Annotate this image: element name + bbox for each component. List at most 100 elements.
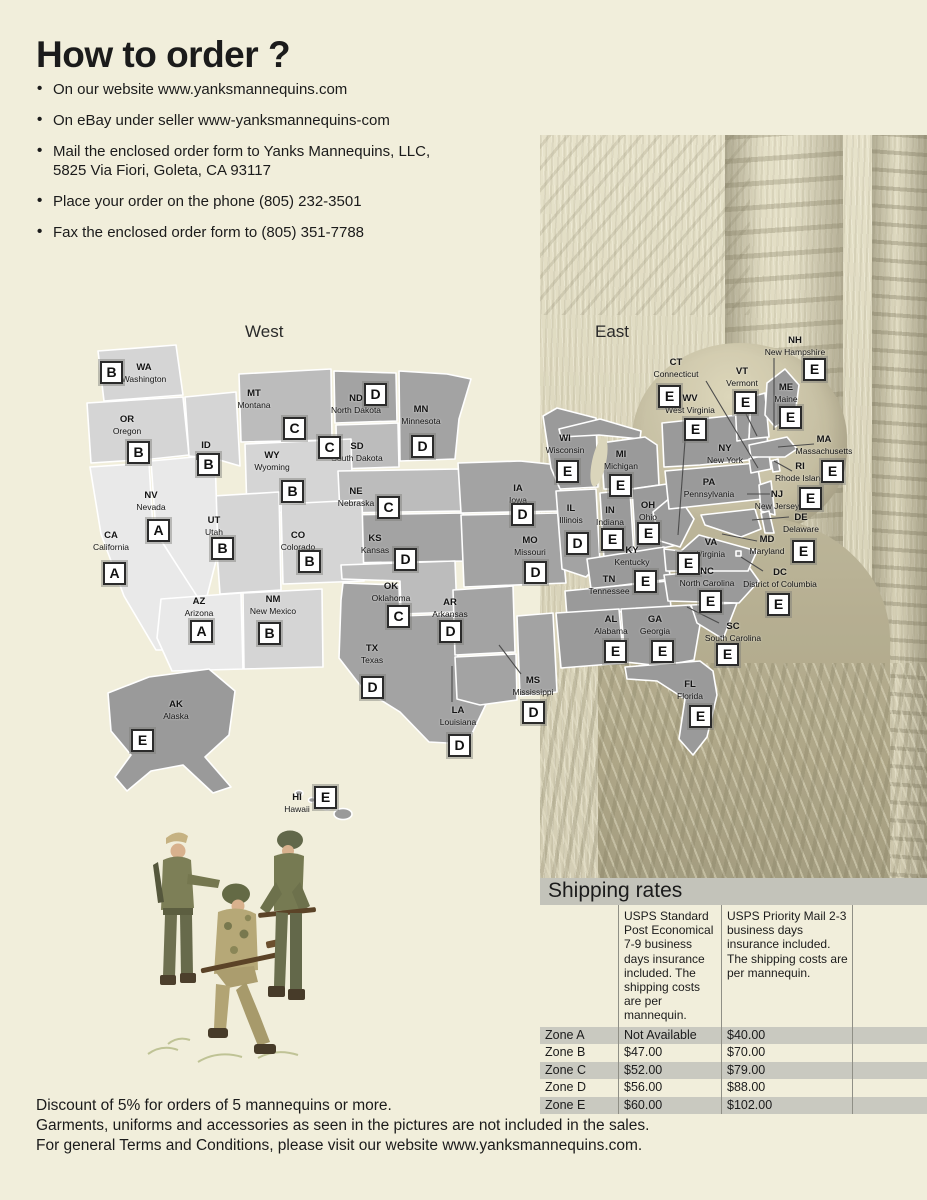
zone-badge-nh: E [803, 358, 826, 381]
zone-badge-ut: B [211, 537, 234, 560]
zone-badge-nj: E [799, 487, 822, 510]
state-label-wi: WI Wisconsin [546, 433, 585, 455]
footer-line: For general Terms and Conditions, please… [36, 1137, 643, 1154]
state-abbr: SC [726, 621, 740, 632]
state-abbr: NM [265, 594, 281, 605]
priority-rate-cell: $40.00 [721, 1026, 852, 1045]
state-name: Illinois [559, 515, 583, 525]
state-label-tn: TN Tennessee [588, 574, 629, 596]
shipping-rates-title: Shipping rates [540, 878, 927, 905]
state-abbr: AR [443, 597, 457, 608]
state-abbr: TX [365, 643, 379, 654]
state-label-hi: HI Hawaii [284, 792, 310, 814]
zone-badge-tn: E [634, 570, 657, 593]
soldier-standing-right [258, 830, 316, 1000]
shipping-rates-section: Shipping rates USPS Standard Post Econom… [540, 878, 927, 1115]
state-name: Michigan [603, 461, 639, 471]
zone-badge-vt: E [734, 391, 757, 414]
state-abbr: AL [604, 614, 618, 625]
map-west-title: West [245, 322, 284, 341]
zone-badge-oh: E [637, 522, 660, 545]
state-abbr: UT [207, 515, 221, 526]
state-abbr: AZ [192, 596, 206, 607]
order-bullet: Mail the enclosed order form to Yanks Ma… [53, 143, 431, 179]
state-name: North Dakota [330, 405, 382, 415]
state-label-nh: NH New Hampshire [765, 335, 825, 357]
state-label-il: IL Illinois [559, 503, 583, 525]
state-abbr: MA [816, 434, 832, 445]
table-row: Zone C $52.00 $79.00 [540, 1061, 927, 1080]
standard-rate-cell: $52.00 [618, 1061, 721, 1080]
state-abbr: CA [104, 530, 118, 541]
state-name: Oregon [112, 426, 142, 436]
state-abbr: WI [559, 433, 571, 444]
state-abbr: LA [451, 705, 465, 716]
state-name: Ohio [639, 512, 657, 522]
state-abbr: NE [349, 486, 363, 497]
map-east-title: East [595, 322, 630, 341]
state-label-ks: KS Kansas [361, 533, 389, 555]
state-name: Washington [121, 374, 167, 384]
zone-badge-co: B [298, 550, 321, 573]
zone-badge-ne: C [377, 496, 400, 519]
table-row: Zone E $60.00 $102.00 [540, 1096, 927, 1115]
empty-cell [852, 1079, 927, 1097]
state-name: Georgia [639, 626, 671, 636]
empty-cell [852, 1044, 927, 1062]
state-abbr: NC [700, 566, 714, 577]
palm-frond [540, 135, 750, 315]
standard-rate-cell: $60.00 [618, 1096, 721, 1115]
state-label-mn: MN Minnesota [401, 404, 440, 426]
state-name: California [93, 542, 129, 552]
state-label-wv: WV West Virginia [665, 393, 715, 415]
order-bullet: On eBay under seller www-yanksmannequins… [53, 112, 390, 129]
priority-rate-cell: $88.00 [721, 1079, 852, 1097]
state-name: Wyoming [254, 462, 290, 472]
state-label-ne: NE Nebraska [338, 486, 374, 508]
state-label-ia: IA Iowa [509, 483, 527, 505]
zone-badge-ak: E [131, 729, 154, 752]
state-label-nm: NM New Mexico [250, 594, 296, 616]
state-abbr: VA [704, 537, 718, 548]
list-item: Fax the enclosed order form to (805) 351… [36, 222, 506, 242]
state-label-nc: NC North Carolina [680, 566, 735, 588]
state-label-ga: GA Georgia [640, 614, 670, 636]
list-item: Mail the enclosed order form to Yanks Ma… [36, 141, 506, 180]
empty-cell [852, 1026, 927, 1045]
state-label-ut: UT Utah [205, 515, 223, 537]
zone-badge-ms: D [522, 701, 545, 724]
state-name: Maine [774, 394, 798, 404]
state-abbr: NJ [770, 489, 784, 500]
table-row: Zone B $47.00 $70.00 [540, 1044, 927, 1062]
grass [147, 1037, 299, 1063]
state-label-mi: MI Michigan [604, 449, 638, 471]
zone-badge-mo: D [524, 561, 547, 584]
state-name: New Mexico [249, 606, 297, 616]
state-name: Rhode Island [774, 473, 826, 483]
state-label-md: MD Maryland [750, 534, 785, 556]
state-name: New Hampshire [764, 347, 826, 357]
table-row: Zone D $56.00 $88.00 [540, 1079, 927, 1097]
state-name: Virginia [696, 549, 726, 559]
state-abbr: MT [247, 388, 261, 399]
zone-badge-tx: D [361, 676, 384, 699]
zone-badge-nd: D [364, 383, 387, 406]
priority-rate-cell: $102.00 [721, 1096, 852, 1115]
state-abbr: PA [702, 477, 716, 488]
state-label-in: IN Indiana [596, 505, 624, 527]
state-name: Vermont [726, 378, 758, 388]
zone-badge-md: E [792, 540, 815, 563]
soldiers-illustration [147, 830, 316, 1063]
state-label-ri: RI Rhode Island [775, 461, 825, 483]
list-item: On our website www.yanksmannequins.com [36, 79, 506, 99]
zone-cell: Zone B [545, 1045, 586, 1060]
list-item: On eBay under seller www-yanksmannequins… [36, 110, 506, 130]
state-label-ky: KY Kentucky [615, 545, 650, 567]
zone-badge-id: B [197, 453, 220, 476]
state-abbr: OR [119, 414, 135, 425]
state-label-me: ME Maine [774, 382, 797, 404]
state-label-ok: OK Oklahoma [372, 581, 411, 603]
state-abbr: FL [684, 679, 696, 690]
state-abbr: MO [522, 535, 538, 546]
shipping-table-header: USPS Standard Post Economical 7-9 busine… [540, 905, 927, 1027]
